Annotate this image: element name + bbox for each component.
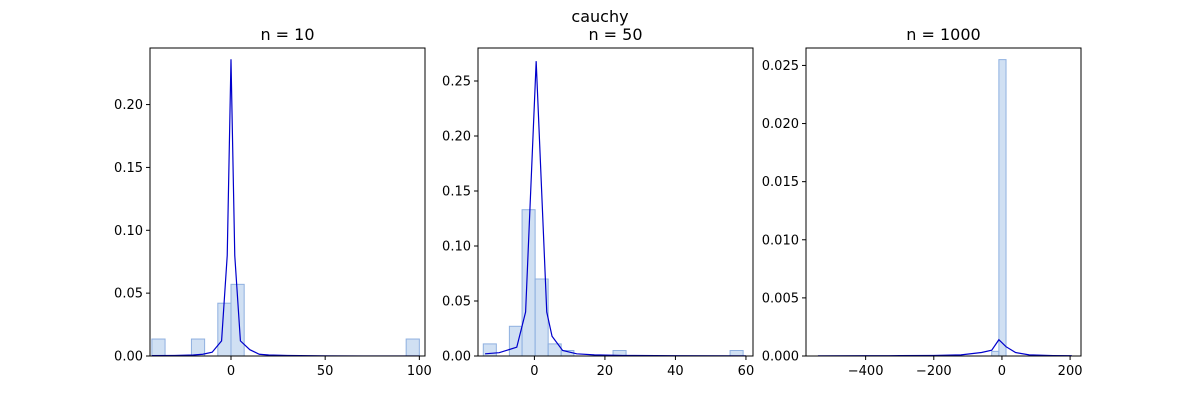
panel-3: n = 1000 −400 −200 0 200 0.000 0.005 0.010 0.015… xyxy=(762,25,1083,379)
y-tick-label: 0.15 xyxy=(114,161,143,176)
y-tick-label: 0.20 xyxy=(442,130,471,145)
y-tick-label: 0.20 xyxy=(114,98,143,113)
histogram-bar xyxy=(508,325,523,357)
y-tick-label: 0.00 xyxy=(442,350,471,365)
density-line xyxy=(485,61,746,357)
x-tick-label: 0 xyxy=(227,364,235,379)
histogram-bar xyxy=(190,338,206,357)
figure-title: cauchy xyxy=(571,7,628,26)
x-tick-label: 100 xyxy=(407,364,432,379)
x-tick-label: 50 xyxy=(317,364,334,379)
y-tick-label: 0.10 xyxy=(114,224,143,239)
x-tick-label: 20 xyxy=(597,364,614,379)
histogram-bar xyxy=(217,302,232,357)
y-tick-label: 0.020 xyxy=(762,117,799,132)
x-tick-label: 60 xyxy=(738,364,755,379)
x-tick-label: 0 xyxy=(998,364,1006,379)
panel-title: n = 50 xyxy=(588,25,642,44)
x-tick-label: 0 xyxy=(530,364,538,379)
x-tick-label: 40 xyxy=(667,364,684,379)
y-tick-label: 0.015 xyxy=(762,175,799,190)
histogram-bar xyxy=(998,59,1007,357)
y-tick-label: 0.15 xyxy=(442,185,471,200)
x-tick-label: −400 xyxy=(848,364,884,379)
y-tick-label: 0.05 xyxy=(442,295,471,310)
y-tick-label: 0.10 xyxy=(442,240,471,255)
panel-title: n = 1000 xyxy=(906,25,980,44)
panel-2: n = 50 0 20 40 60 0.00 0.05 0.10 0.15 0.20 0.25 xyxy=(442,25,754,379)
histogram-bar xyxy=(991,350,1000,357)
y-tick-label: 0.005 xyxy=(762,291,799,306)
y-tick-label: 0.010 xyxy=(762,233,799,248)
y-tick-label: 0.025 xyxy=(762,59,799,74)
y-tick-label: 0.000 xyxy=(762,350,799,365)
panel-1: n = 10 0 50 100 0.00 0.05 0.10 0.15 0.20 xyxy=(114,25,432,379)
axes-frame xyxy=(805,47,1082,357)
histogram-bar xyxy=(405,338,420,357)
y-tick-label: 0.00 xyxy=(114,350,143,365)
histogram-bar xyxy=(729,350,744,357)
y-tick-label: 0.25 xyxy=(442,75,471,90)
x-tick-label: 200 xyxy=(1058,364,1083,379)
panel-title: n = 10 xyxy=(260,25,314,44)
x-tick-label: −200 xyxy=(916,364,952,379)
y-tick-label: 0.05 xyxy=(114,287,143,302)
axes-frame xyxy=(149,47,426,357)
panels: n = 10 0 50 100 0.00 0.05 0.10 0.15 0.20 n = 50 0 2… xyxy=(114,25,1082,379)
axes-frame xyxy=(477,47,754,357)
histogram-bar xyxy=(151,338,166,357)
